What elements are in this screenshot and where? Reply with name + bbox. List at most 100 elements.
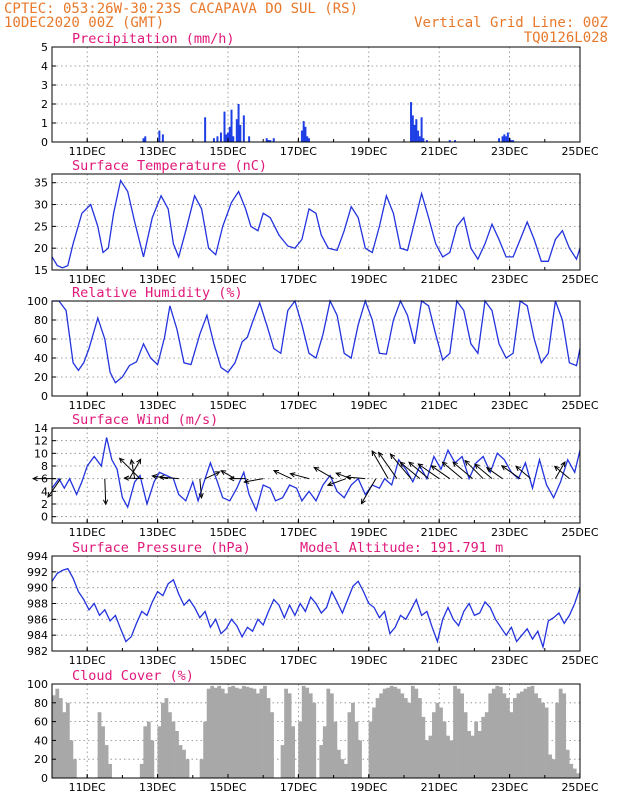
precip-bar — [307, 138, 310, 142]
humidity-xtick-label: 23DEC — [491, 399, 528, 412]
wind-arrow-head — [243, 478, 250, 484]
cloud-bar — [407, 702, 412, 778]
precip-bar — [142, 138, 145, 142]
cloud-bar — [252, 688, 257, 778]
cloud-bar — [516, 693, 521, 778]
cloud-cover-frame — [51, 683, 581, 779]
wind-arrow-head — [214, 471, 221, 477]
cloud-bar — [280, 745, 285, 778]
wind-arrow-shaft — [130, 459, 136, 479]
cloud-bar — [414, 688, 419, 778]
cloud-bar — [340, 759, 345, 778]
wind-arrow-head — [220, 470, 227, 476]
temperature-panel: 15 20 25 30 35 11DEC 13DEC 15DEC 17DEC 19DEC 21DEC… — [34, 158, 599, 286]
wind-xtick-label: 23DEC — [491, 526, 528, 539]
wind-xtick-label: 11DEC — [69, 526, 106, 539]
pressure-ytick-label: 982 — [27, 645, 48, 658]
precip-bar — [300, 130, 303, 142]
cloud-bar — [463, 712, 468, 778]
cloud-bar — [97, 712, 102, 778]
wind-arrow-shaft — [273, 470, 292, 480]
pressure-annotation: Model Altitude: 191.791 m — [300, 540, 503, 556]
wind-arrow-head — [417, 463, 424, 469]
humidity-xtick-label: 15DEC — [209, 399, 246, 412]
cloud-bar — [544, 707, 549, 778]
precip-bar — [228, 126, 231, 142]
wind-arrow — [228, 476, 246, 482]
cloud-bar — [301, 685, 306, 778]
precip-bar — [510, 140, 513, 142]
wind-ytick-label: 4 — [41, 485, 48, 498]
precip-bar — [161, 134, 164, 142]
wind-arrow — [313, 466, 334, 480]
humidity-xtick-label: 25DEC — [561, 399, 598, 412]
precip-bar — [272, 138, 275, 142]
wind-arrow-head — [102, 499, 109, 506]
cloud-bar — [143, 726, 148, 778]
model-id: TQ0126L028 — [524, 30, 608, 46]
cloud-cover-xtick-label: 13DEC — [139, 781, 176, 794]
pressure-ytick-label: 994 — [27, 550, 48, 563]
run-time: 10DEC2020 00Z (GMT) — [4, 15, 164, 31]
humidity-title: Relative Humidity (%) — [72, 285, 243, 301]
temperature-line — [51, 178, 581, 269]
cloud-bar — [456, 688, 461, 778]
cloud-bar — [51, 695, 56, 778]
cloud-bar — [58, 698, 63, 778]
temperature-xtick-label: 25DEC — [561, 273, 598, 286]
wind-arrow — [500, 465, 521, 480]
cloud-bar — [329, 693, 334, 778]
cloud-bar — [400, 693, 405, 778]
cloud-bar — [213, 687, 218, 778]
precip-bar — [219, 132, 222, 142]
wind-arrow-shaft — [442, 461, 463, 480]
cloud-cover-xtick-label: 15DEC — [209, 781, 246, 794]
wind-arrow-head — [335, 472, 342, 478]
wind-arrow — [47, 478, 62, 498]
wind-arrow-head — [408, 461, 414, 467]
precip-bar — [225, 134, 228, 142]
cloud-bar — [358, 740, 362, 778]
precip-bar — [505, 136, 508, 142]
precip-bar — [417, 130, 420, 142]
wind-xtick-label: 17DEC — [280, 526, 317, 539]
wind-arrow — [485, 466, 503, 480]
wind-arrow — [441, 461, 463, 480]
cloud-bar — [160, 702, 165, 778]
precip-bar — [304, 126, 307, 142]
cloud-bar — [498, 686, 503, 778]
wind-arrow-head — [377, 451, 384, 458]
humidity-xtick-label: 17DEC — [280, 399, 317, 412]
cloud-bar — [55, 688, 60, 778]
temperature-ytick-label: 20 — [34, 242, 48, 255]
temperature-xtick-label: 15DEC — [209, 273, 246, 286]
cloud-bar — [393, 686, 398, 778]
precipitation-xtick-label: 15DEC — [209, 145, 246, 158]
cloud-cover-ytick-label: 20 — [34, 753, 48, 766]
wind-arrow-head — [452, 461, 458, 467]
precip-bar — [420, 117, 423, 142]
cloud-bar — [530, 685, 535, 778]
precip-bar — [223, 111, 226, 142]
cloud-bar — [495, 685, 500, 778]
cloud-bar — [460, 693, 464, 778]
humidity-frame — [51, 300, 581, 397]
precip-bar — [239, 124, 242, 142]
cloud-bar — [347, 712, 352, 778]
wind-arrow-head — [136, 458, 142, 465]
cloud-bar — [442, 721, 447, 778]
precip-bar — [418, 136, 421, 142]
cloud-bar — [502, 693, 507, 778]
precip-bar — [232, 136, 235, 142]
wind-arrow-head — [553, 465, 560, 472]
wind-arrow-shaft — [335, 472, 352, 480]
cloud-bar — [565, 749, 570, 778]
cloud-cover-xtick-label: 25DEC — [561, 781, 598, 794]
humidity-xtick-label: 19DEC — [350, 399, 387, 412]
cloud-bar — [523, 688, 528, 778]
wind-arrow-head — [151, 474, 158, 480]
cloud-bar — [474, 721, 479, 778]
cloud-bar — [224, 693, 229, 778]
